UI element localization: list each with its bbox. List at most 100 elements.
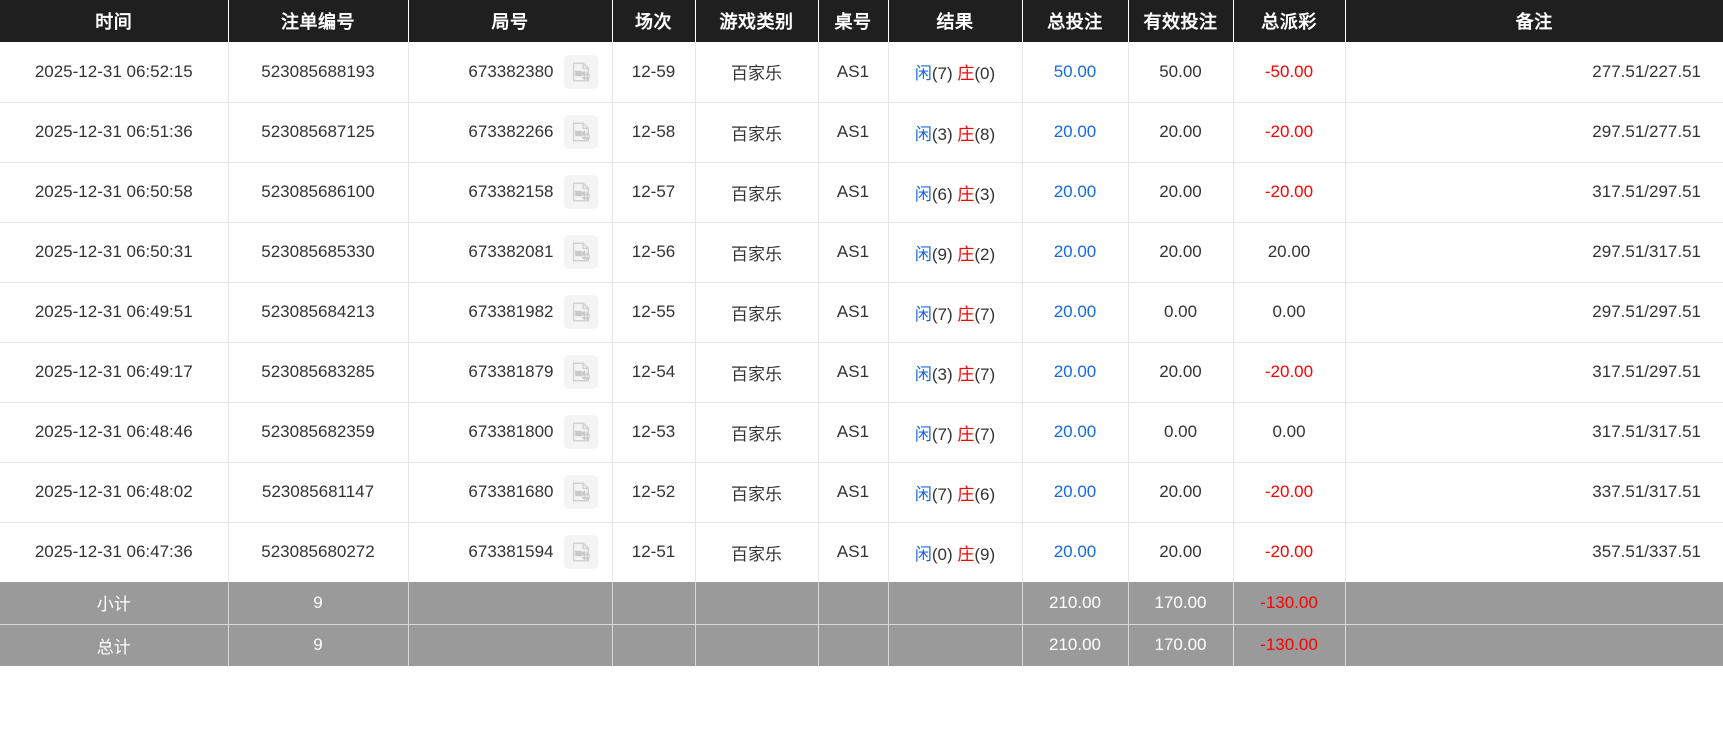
cell-session: 12-55 (612, 282, 696, 343)
cell-time: 2025-12-31 06:48:46 (0, 402, 229, 463)
video-file-icon[interactable] (563, 54, 598, 89)
cell-result: 闲(0) 庄(9) (888, 522, 1023, 582)
result-banker-label: 庄 (957, 424, 975, 444)
cell-remark: 317.51/317.51 (1345, 402, 1723, 463)
video-file-icon[interactable] (563, 295, 598, 329)
result-banker-score: (7) (974, 424, 996, 444)
cell-total-bet[interactable]: 20.00 (1022, 222, 1129, 283)
cell-total-bet[interactable]: 20.00 (1022, 162, 1129, 223)
summary-row: 总计 9 210.00 170.00 -130.00 (0, 624, 1723, 666)
cell-valid-bet: 20.00 (1128, 222, 1234, 283)
cell-remark: 297.51/317.51 (1345, 222, 1723, 283)
video-file-icon[interactable] (563, 235, 598, 269)
cell-round-no: 673382081 (408, 222, 613, 283)
cell-session: 12-56 (612, 222, 696, 283)
result-player-label: 闲 (914, 304, 932, 324)
column-header-remark[interactable]: 备注 (1345, 0, 1723, 42)
cell-payout: 0.00 (1233, 402, 1346, 463)
result-banker-score: (8) (974, 124, 996, 144)
cell-result: 闲(9) 庄(2) (888, 222, 1023, 283)
cell-result: 闲(7) 庄(7) (888, 282, 1023, 343)
summary-valid-bet: 170.00 (1128, 582, 1234, 625)
table-row: 2025-12-31 06:49:51 523085684213 673381982… (0, 282, 1723, 343)
cell-round-no: 673381800 (408, 402, 613, 463)
result-player-label: 闲 (914, 64, 932, 84)
summary-empty-remark (1345, 624, 1723, 666)
result-player-score: (3) (931, 364, 953, 384)
result-player-score: (9) (931, 244, 953, 264)
result-player-label: 闲 (914, 544, 932, 564)
result-player-score: (7) (931, 484, 953, 504)
column-header-totalbet[interactable]: 总投注 (1022, 0, 1129, 42)
video-file-icon[interactable] (563, 355, 598, 389)
column-header-payout[interactable]: 总派彩 (1233, 0, 1346, 42)
cell-game-type: 百家乐 (695, 282, 819, 343)
round-no-text: 673381982 (468, 302, 554, 321)
round-no-text: 673381800 (468, 422, 554, 441)
cell-session: 12-51 (612, 522, 696, 582)
cell-order-no: 523085687125 (228, 102, 409, 163)
result-banker-label: 庄 (957, 64, 975, 84)
summary-empty-gametype (695, 582, 819, 625)
table-row: 2025-12-31 06:50:58 523085686100 673382158… (0, 162, 1723, 223)
cell-total-bet[interactable]: 20.00 (1022, 102, 1129, 163)
cell-order-no: 523085686100 (228, 162, 409, 223)
table-row: 2025-12-31 06:50:31 523085685330 673382081… (0, 222, 1723, 283)
result-banker-label: 庄 (957, 184, 975, 204)
result-banker-label: 庄 (957, 304, 975, 324)
column-header-gametype[interactable]: 游戏类别 (695, 0, 819, 42)
column-header-validbet[interactable]: 有效投注 (1128, 0, 1234, 42)
cell-total-bet[interactable]: 20.00 (1022, 522, 1129, 582)
result-banker-label: 庄 (957, 244, 975, 264)
cell-remark: 277.51/227.51 (1345, 42, 1723, 103)
column-header-tableno[interactable]: 桌号 (818, 0, 889, 42)
result-banker-label: 庄 (957, 124, 975, 144)
cell-round-no: 673382158 (408, 162, 613, 223)
video-file-icon[interactable] (563, 415, 598, 449)
cell-result: 闲(7) 庄(6) (888, 462, 1023, 523)
cell-result: 闲(7) 庄(0) (888, 42, 1023, 103)
column-header-result[interactable]: 结果 (888, 0, 1023, 42)
summary-empty-gametype (695, 624, 819, 666)
column-header-orderno[interactable]: 注单编号 (228, 0, 409, 42)
cell-total-bet[interactable]: 20.00 (1022, 462, 1129, 523)
cell-game-type: 百家乐 (695, 222, 819, 283)
video-file-icon[interactable] (563, 175, 598, 209)
cell-order-no: 523085682359 (228, 402, 409, 463)
round-no-text: 673382380 (468, 61, 554, 81)
cell-game-type: 百家乐 (695, 522, 819, 582)
cell-total-bet[interactable]: 20.00 (1022, 342, 1129, 403)
cell-session: 12-52 (612, 462, 696, 523)
cell-round-no: 673382266 (408, 102, 613, 163)
cell-table-no: AS1 (818, 162, 889, 223)
cell-remark: 297.51/297.51 (1345, 282, 1723, 343)
result-player-score: (6) (931, 184, 953, 204)
column-header-time[interactable]: 时间 (0, 0, 229, 42)
cell-table-no: AS1 (818, 522, 889, 582)
cell-valid-bet: 20.00 (1128, 162, 1234, 223)
cell-result: 闲(3) 庄(8) (888, 102, 1023, 163)
cell-remark: 337.51/317.51 (1345, 462, 1723, 523)
cell-table-no: AS1 (818, 282, 889, 343)
cell-total-bet[interactable]: 20.00 (1022, 282, 1129, 343)
cell-round-no: 673381594 (408, 522, 613, 582)
summary-total-bet: 210.00 (1022, 624, 1129, 666)
cell-time: 2025-12-31 06:47:36 (0, 522, 229, 582)
cell-table-no: AS1 (818, 222, 889, 283)
result-player-label: 闲 (914, 484, 932, 504)
video-file-icon[interactable] (563, 115, 598, 149)
cell-valid-bet: 50.00 (1128, 42, 1234, 103)
summary-valid-bet: 170.00 (1128, 624, 1234, 666)
cell-payout: -20.00 (1233, 462, 1346, 523)
result-player-score: (3) (931, 124, 953, 144)
video-file-icon[interactable] (563, 475, 598, 509)
cell-total-bet[interactable]: 50.00 (1022, 42, 1129, 103)
cell-round-no: 673381982 (408, 282, 613, 343)
result-banker-score: (7) (974, 364, 996, 384)
result-player-score: (0) (931, 544, 953, 564)
cell-total-bet[interactable]: 20.00 (1022, 402, 1129, 463)
video-file-icon[interactable] (563, 535, 598, 570)
column-header-roundno[interactable]: 局号 (408, 0, 613, 42)
summary-total-bet: 210.00 (1022, 582, 1129, 625)
column-header-session[interactable]: 场次 (612, 0, 696, 42)
